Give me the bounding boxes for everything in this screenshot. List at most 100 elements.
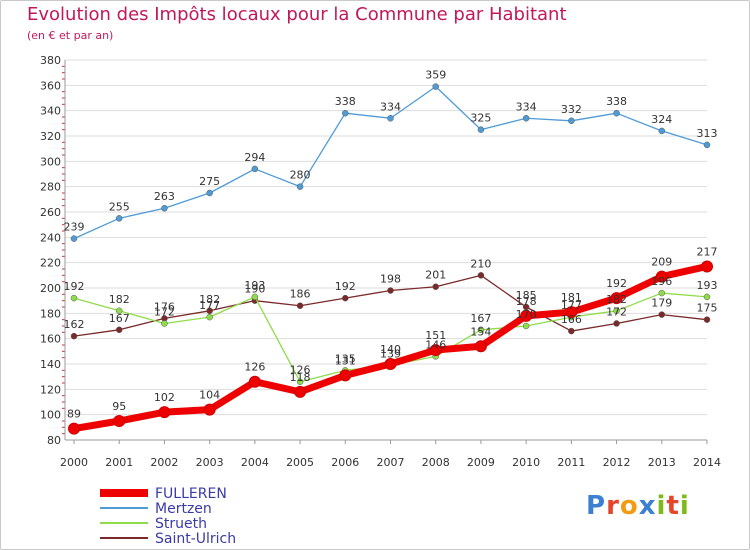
data-label: 193 [244,279,265,292]
data-point [522,322,530,330]
data-label: 190 [244,283,265,296]
x-tick-label: 2003 [196,456,224,469]
data-label: 89 [67,408,81,421]
data-label: 154 [470,325,491,338]
data-point [613,109,620,117]
data-label: 178 [516,295,537,308]
data-point [248,375,261,388]
data-label: 140 [380,343,401,356]
data-point [613,307,620,315]
data-label: 192 [64,280,85,293]
data-point [613,320,620,327]
x-tick-label: 2008 [422,456,450,469]
y-tick-label: 240 [40,231,61,244]
y-tick-label: 140 [40,358,61,371]
data-label: 172 [606,305,627,318]
x-tick-label: 2010 [512,456,540,469]
data-label: 102 [154,391,175,404]
data-label: 209 [651,256,672,269]
data-point [203,403,216,416]
data-point [387,115,394,122]
data-point [68,422,80,435]
data-label: 162 [64,318,85,331]
data-point [703,316,711,323]
series-fulleren [68,260,713,435]
data-point [158,406,171,419]
data-point [387,287,394,294]
y-tick-label: 300 [40,155,61,168]
logo-letter: x [638,491,657,521]
data-point [206,313,213,321]
data-label: 280 [290,169,311,182]
data-point [161,320,168,327]
x-tick-label: 2001 [105,456,133,469]
data-point [658,127,666,135]
data-point [610,292,623,305]
y-tick-label: 220 [40,257,61,270]
data-point [568,117,575,125]
logo-letter: r [606,491,620,521]
data-label: 182 [109,293,130,306]
data-label: 182 [606,293,627,306]
data-point [522,115,530,122]
y-tick-label: 160 [40,333,61,346]
data-point [113,415,126,427]
data-label: 126 [290,364,311,377]
data-label: 175 [697,302,718,315]
data-point [206,307,213,315]
data-label: 186 [290,288,311,301]
data-label: 196 [651,275,672,288]
data-point [655,270,668,283]
x-tick-label: 2004 [241,456,269,469]
legend-label: FULLEREN [155,486,227,502]
y-tick-label: 200 [40,282,61,295]
data-point [296,302,304,309]
data-point [342,109,349,117]
data-label: 182 [199,293,220,306]
data-label: 255 [109,200,130,213]
data-label: 167 [470,312,491,325]
data-point [658,289,666,297]
legend-label: Strueth [155,516,207,532]
data-point [206,189,213,197]
data-label: 104 [199,389,220,402]
data-label: 332 [561,103,582,116]
x-tick-label: 2013 [648,456,676,469]
x-tick-label: 2009 [467,456,495,469]
data-label: 192 [606,277,627,290]
data-point [70,235,78,242]
data-label: 118 [290,371,311,384]
data-label: 177 [561,299,582,312]
y-tick-label: 340 [40,105,61,118]
y-tick-label: 380 [40,54,61,67]
data-label: 172 [154,305,175,318]
data-label: 166 [561,313,582,326]
logo-letter: t [666,491,680,521]
series-mertzen [70,83,711,242]
logo-letter: i [656,491,667,521]
x-tick-label: 2006 [331,456,359,469]
logo-letter: i [679,491,690,521]
data-point [658,311,666,318]
data-label: 239 [64,221,85,234]
data-label: 313 [697,127,718,140]
data-point [339,369,352,382]
x-tick-label: 2002 [150,456,178,469]
data-label: 131 [335,354,356,367]
y-tick-label: 360 [40,79,61,92]
legend-item-fulleren: FULLEREN [100,486,227,502]
data-point [384,358,397,370]
data-point [432,83,439,90]
data-label: 95 [112,400,126,413]
data-label: 176 [154,300,175,313]
data-label: 338 [606,95,627,108]
y-tick-label: 100 [40,409,61,422]
data-point [703,293,711,301]
legend-item-mertzen: Mertzen [100,501,212,517]
x-tick-label: 2007 [377,456,405,469]
data-point [703,141,711,149]
data-label: 170 [516,308,537,321]
data-label: 263 [154,190,175,203]
y-tick-label: 260 [40,206,61,219]
